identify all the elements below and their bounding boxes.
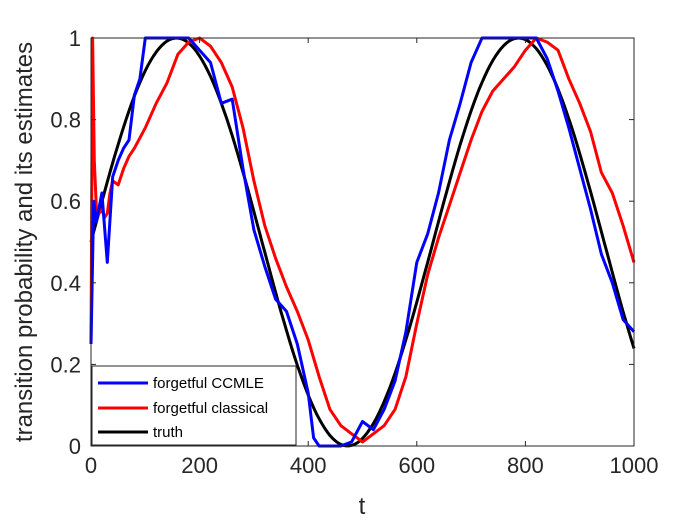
y-tick-label: 0.6	[50, 189, 81, 214]
x-tick-label: 1000	[610, 453, 659, 478]
legend-label-truth: truth	[153, 424, 183, 441]
x-axis-label: t	[359, 493, 366, 520]
legend-label-ccmle: forgetful CCMLE	[153, 375, 264, 392]
y-tick-label: 0.8	[50, 108, 81, 133]
y-tick-label: 0.2	[50, 352, 81, 377]
x-tick-label: 400	[290, 453, 327, 478]
y-tick-label: 0	[69, 434, 81, 459]
x-tick-label: 600	[398, 453, 435, 478]
series-line-forgetful-classical	[89, 36, 636, 444]
x-tick-label: 0	[85, 453, 97, 478]
y-axis-label: transition probability and its estimates	[11, 42, 38, 442]
x-tick-label: 800	[507, 453, 544, 478]
y-tick-label: 1	[69, 26, 81, 51]
x-tick-label: 200	[181, 453, 218, 478]
ticks-layer: 0 200 400 600 800 1000 0 0.2 0.4 0.6 0.8 1	[50, 26, 658, 478]
plot-frame	[90, 37, 635, 447]
legend: forgetful CCMLE forgetful classical trut…	[91, 365, 297, 446]
legend-label-classical: forgetful classical	[153, 400, 268, 417]
y-tick-label: 0.4	[50, 271, 81, 296]
